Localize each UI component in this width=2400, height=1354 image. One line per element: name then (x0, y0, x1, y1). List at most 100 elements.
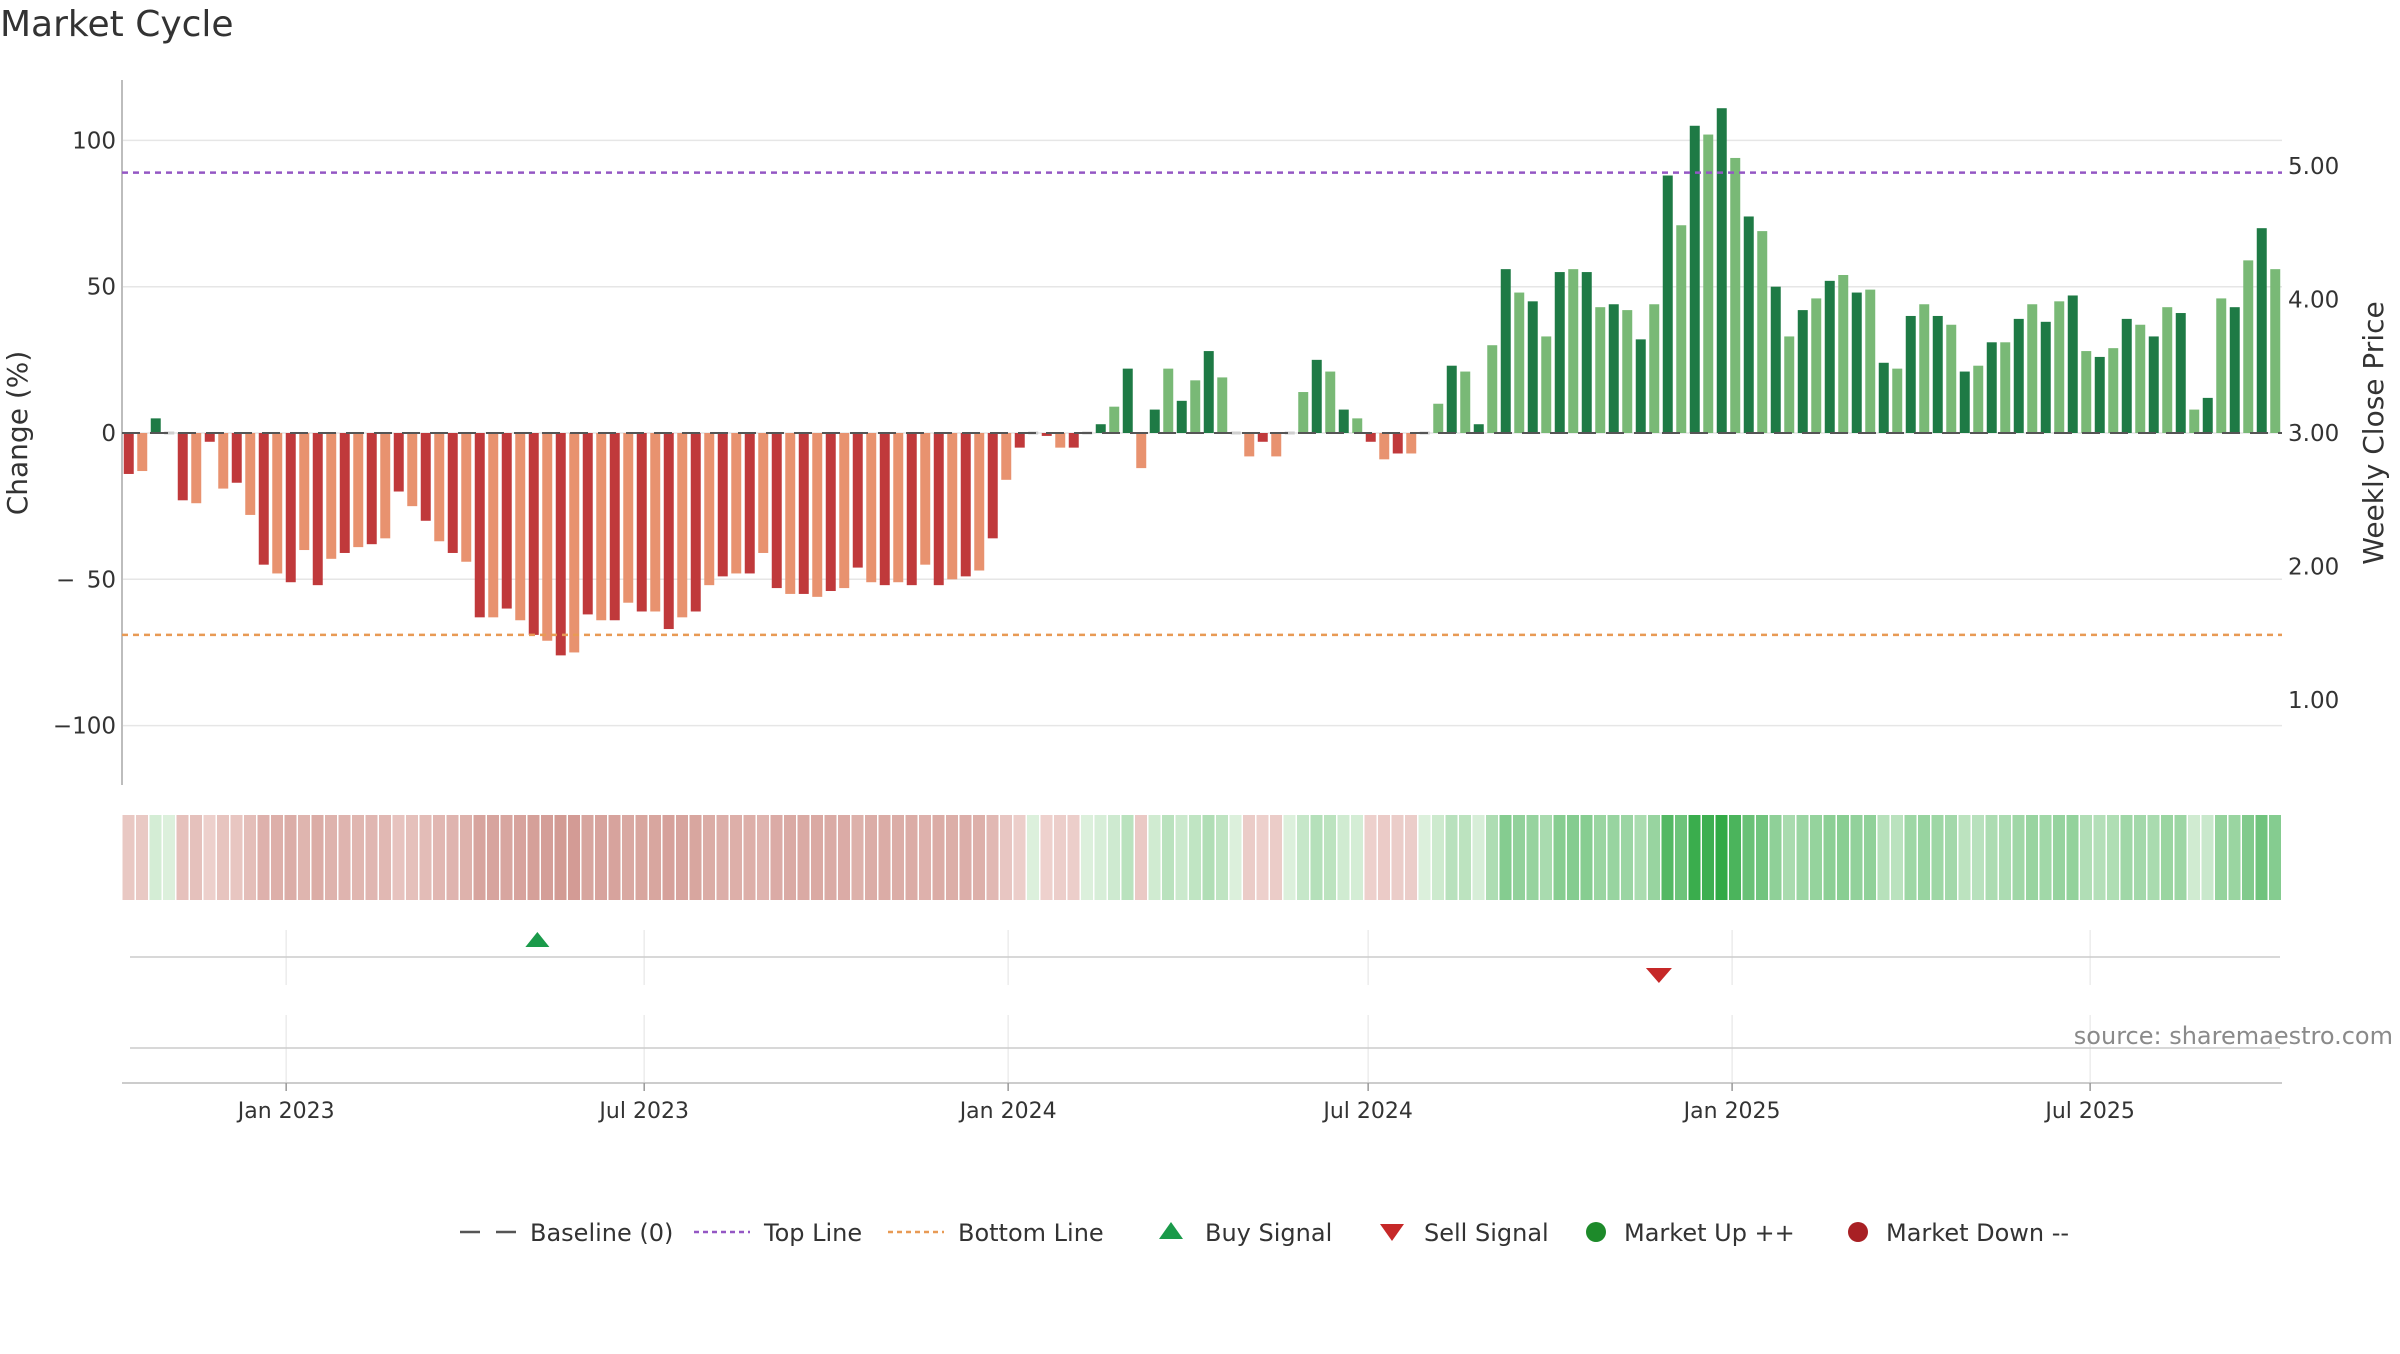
right-y-tick-label: 1.00 (2288, 688, 2339, 714)
heat-cell (1567, 815, 1579, 900)
bar (852, 433, 863, 568)
bar (204, 433, 215, 442)
bar (1676, 225, 1687, 433)
heat-cell (1648, 815, 1660, 900)
y-tick-label: 100 (72, 128, 116, 154)
bar (1595, 307, 1606, 433)
heat-cell (581, 815, 594, 900)
x-tick-label: Jul 2025 (2043, 1099, 2135, 1124)
heat-cell (149, 815, 162, 900)
heat-cell (1634, 815, 1647, 900)
heat-cell (608, 815, 621, 900)
heat-cell (1796, 815, 1809, 900)
heat-cell (460, 815, 472, 900)
bar (1851, 292, 1862, 433)
heat-cell (1297, 815, 1309, 900)
heat-cell (1756, 815, 1768, 900)
heat-cell (1432, 815, 1444, 900)
bar (1784, 336, 1795, 433)
legend-label: Sell Signal (1424, 1219, 1549, 1247)
bar (1109, 406, 1120, 433)
bar (1041, 433, 1052, 436)
bar (1122, 368, 1133, 433)
heat-cell (176, 815, 189, 900)
bar (2067, 295, 2078, 433)
bar (1217, 377, 1228, 433)
heat-cell (1688, 815, 1701, 900)
heat-cell (541, 815, 553, 900)
bar (285, 433, 296, 583)
y-axis-label: Change (%) (1, 351, 34, 516)
heat-cell (1256, 815, 1269, 900)
heat-cell (865, 815, 877, 900)
heat-cell (1715, 815, 1728, 900)
bar (1797, 310, 1808, 433)
bar (2175, 313, 2186, 433)
heat-cell (1472, 815, 1485, 900)
y-tick-label: 50 (87, 275, 116, 301)
bar (933, 433, 944, 586)
heat-cell (1391, 815, 1404, 900)
bar (1365, 433, 1376, 442)
bar (771, 433, 782, 589)
heat-cell (136, 815, 148, 900)
bar (974, 433, 985, 571)
bar (1959, 371, 1970, 433)
heat-cell (244, 815, 256, 900)
bar (515, 433, 526, 621)
heat-cell (338, 815, 351, 900)
heat-cell (271, 815, 283, 900)
legend-buy-icon (1159, 1222, 1183, 1239)
heat-cell (1702, 815, 1714, 900)
legend-sell-icon (1380, 1224, 1404, 1241)
bar (1608, 304, 1619, 433)
legend-label: Bottom Line (958, 1219, 1104, 1247)
heat-cell (568, 815, 580, 900)
bar (825, 433, 836, 592)
bar (1392, 433, 1403, 454)
bar (1973, 365, 1984, 433)
bar (150, 418, 161, 433)
bar (1919, 304, 1930, 433)
bar (1568, 269, 1579, 433)
bar (1284, 431, 1295, 435)
bar (2135, 324, 2146, 433)
bar (542, 433, 553, 641)
heat-cell (1189, 815, 1201, 900)
legend-label: Market Up ++ (1624, 1219, 1795, 1247)
bar (677, 433, 688, 618)
heat-cell (1729, 815, 1741, 900)
bar (1581, 272, 1592, 433)
heat-cell (2161, 815, 2173, 900)
heat-cell (1675, 815, 1687, 900)
bar (596, 433, 607, 621)
bar (690, 433, 701, 612)
bar (1622, 310, 1633, 433)
x-tick-label: Jan 2024 (958, 1099, 1057, 1124)
heat-cell (230, 815, 243, 900)
heat-cell (2120, 815, 2133, 900)
bar (258, 433, 269, 565)
heat-cell (352, 815, 364, 900)
bar (1271, 433, 1282, 457)
bar (798, 433, 809, 594)
heat-cell (1985, 815, 1998, 900)
heat-cell (1405, 815, 1417, 900)
bar (1352, 418, 1363, 433)
bar (366, 433, 377, 545)
bar (1298, 392, 1309, 433)
heat-cell (217, 815, 229, 900)
bar (1325, 371, 1336, 433)
heat-cell (2215, 815, 2227, 900)
right-y-tick-label: 3.00 (2288, 421, 2339, 447)
bar (2121, 318, 2132, 433)
legend-circle-icon (1586, 1222, 1606, 1242)
bar (191, 433, 202, 504)
bar (177, 433, 188, 501)
bar (474, 433, 485, 618)
heat-cell (811, 815, 823, 900)
buy-signal-marker (525, 932, 550, 947)
heat-cell (1769, 815, 1782, 900)
bar (2148, 336, 2159, 433)
